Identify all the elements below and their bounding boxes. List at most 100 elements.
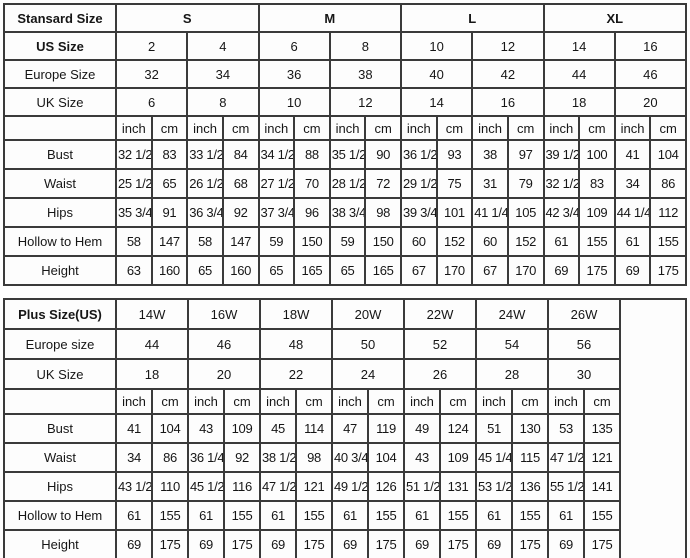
size-group-cell: L — [400, 3, 545, 33]
value-cell: 150 — [364, 226, 402, 257]
value-cell: 59 — [328, 226, 367, 257]
value-cell: 39 1/2 — [542, 139, 581, 170]
unit-cell: cm — [221, 115, 260, 141]
value-cell: 63 — [115, 255, 153, 286]
size-group-cell: 20W — [331, 298, 405, 330]
size-header-cell: 52 — [403, 328, 477, 360]
value-cell: 115 — [511, 442, 549, 473]
unit-cell: cm — [151, 388, 189, 415]
table-row: Hollow to Hem 61 155 61 155 61 155 61 155 61 155 61… — [3, 500, 686, 531]
value-cell: 116 — [223, 471, 261, 502]
unit-cell: cm — [293, 115, 331, 141]
value-cell: 65 — [150, 168, 189, 199]
unit-cell: inch — [257, 115, 296, 141]
value-cell: 36 3/4 — [186, 197, 224, 228]
unit-cell: cm — [295, 388, 333, 415]
size-header-cell: 34 — [186, 59, 260, 89]
unit-cell: inch — [400, 115, 438, 141]
size-header-cell: 12 — [328, 87, 403, 117]
table-row: inch cm inch cm inch cm inch cm inch cm inch cm inch… — [3, 115, 687, 141]
unit-cell: inch — [403, 388, 441, 415]
value-cell: 34 1/2 — [257, 139, 296, 170]
value-cell: 29 1/2 — [400, 168, 438, 199]
table-row: Height 69 175 69 175 69 175 69 175 69 175 69 175 69 17… — [3, 529, 686, 558]
value-cell: 49 — [403, 413, 441, 444]
value-cell: 155 — [583, 500, 621, 531]
value-cell: 37 3/4 — [257, 197, 296, 228]
value-cell: 44 1/4 — [613, 197, 652, 228]
row-label-cell: Hips — [3, 197, 117, 228]
value-cell: 25 1/2 — [115, 168, 153, 199]
value-cell: 38 3/4 — [328, 197, 367, 228]
value-cell: 69 — [547, 529, 585, 558]
value-cell: 130 — [511, 413, 549, 444]
value-cell: 47 1/2 — [259, 471, 297, 502]
value-cell: 31 — [471, 168, 509, 199]
size-header-cell: 20 — [613, 87, 688, 117]
value-cell: 61 — [542, 226, 581, 257]
row-label-cell: Bust — [3, 139, 117, 170]
row-label-cell: Waist — [3, 168, 117, 199]
size-header-cell: 56 — [547, 328, 621, 360]
value-cell: 121 — [583, 442, 621, 473]
value-cell: 36 1/4 — [187, 442, 225, 473]
value-cell: 69 — [331, 529, 369, 558]
value-cell: 155 — [511, 500, 549, 531]
table-row: Stansard Size S M L XL — [3, 3, 687, 33]
value-cell: 160 — [150, 255, 189, 286]
size-header-cell: 12 — [471, 31, 545, 61]
value-cell: 121 — [295, 471, 333, 502]
size-header-cell: 18 — [115, 358, 189, 390]
size-header-cell: 44 — [115, 328, 189, 360]
value-cell: 92 — [223, 442, 261, 473]
value-cell: 147 — [221, 226, 260, 257]
size-header-cell: 46 — [613, 59, 688, 89]
unit-cell: inch — [115, 115, 153, 141]
value-cell: 109 — [439, 442, 477, 473]
value-cell: 47 1/2 — [547, 442, 585, 473]
value-cell: 112 — [649, 197, 687, 228]
value-cell: 135 — [583, 413, 621, 444]
size-header-cell: 40 — [399, 59, 474, 89]
value-cell: 165 — [293, 255, 331, 286]
value-cell: 175 — [649, 255, 687, 286]
table-row: Hips 43 1/2 110 45 1/2 116 47 1/2 121 49 1/2 126… — [3, 471, 686, 502]
value-cell: 126 — [367, 471, 405, 502]
unit-cell: cm — [367, 388, 405, 415]
value-cell: 155 — [295, 500, 333, 531]
value-cell: 72 — [364, 168, 402, 199]
value-cell: 61 — [331, 500, 369, 531]
value-cell: 47 — [331, 413, 369, 444]
value-cell: 59 — [257, 226, 296, 257]
value-cell: 170 — [506, 255, 545, 286]
unit-cell: cm — [506, 115, 545, 141]
value-cell: 79 — [506, 168, 545, 199]
table-gap — [3, 286, 687, 298]
value-cell: 35 3/4 — [115, 197, 153, 228]
value-cell: 150 — [293, 226, 331, 257]
table-row: UK Size 18 20 22 24 26 28 30 — [3, 358, 686, 390]
value-cell: 32 1/2 — [542, 168, 581, 199]
unit-cell: inch — [187, 388, 225, 415]
value-cell: 32 1/2 — [115, 139, 153, 170]
unit-cell: inch — [475, 388, 513, 415]
value-cell: 83 — [578, 168, 616, 199]
value-cell: 60 — [471, 226, 509, 257]
value-cell: 105 — [506, 197, 545, 228]
value-cell: 26 1/2 — [186, 168, 224, 199]
value-cell: 69 — [403, 529, 441, 558]
value-cell: 175 — [439, 529, 477, 558]
unit-cell: cm — [511, 388, 549, 415]
unit-cell: cm — [223, 388, 261, 415]
value-cell: 110 — [151, 471, 189, 502]
table-row: Waist 34 86 36 1/4 92 38 1/2 98 40 3/4 104 43 109 4… — [3, 442, 686, 473]
unit-cell: inch — [613, 115, 652, 141]
unit-cell: inch — [186, 115, 224, 141]
value-cell: 109 — [223, 413, 261, 444]
row-label-cell: US Size — [3, 31, 117, 61]
value-cell: 38 1/2 — [259, 442, 297, 473]
value-cell: 60 — [400, 226, 438, 257]
row-label-cell: Europe Size — [3, 59, 117, 89]
unit-cell: inch — [115, 388, 153, 415]
value-cell: 92 — [221, 197, 260, 228]
